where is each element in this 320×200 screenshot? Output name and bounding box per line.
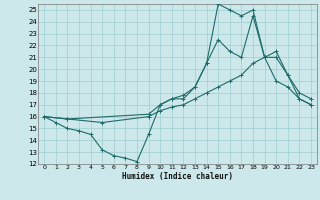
X-axis label: Humidex (Indice chaleur): Humidex (Indice chaleur)	[122, 172, 233, 181]
